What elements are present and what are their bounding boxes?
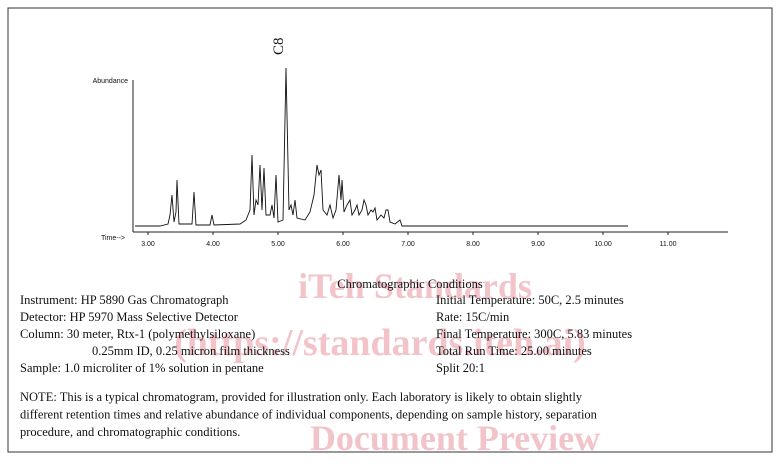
conditions-title: Chromatographic Conditions: [337, 277, 483, 291]
x-tick-label: 5.00: [271, 241, 285, 248]
condition-line: Rate: 15C/min: [436, 310, 510, 324]
peak-label: C8: [271, 37, 287, 55]
note-line: procedure, and chromatographic condition…: [20, 425, 240, 439]
x-tick-label: 3.00: [141, 241, 155, 248]
note-line: NOTE: This is a typical chromatogram, pr…: [20, 390, 583, 404]
trace: [135, 67, 628, 227]
watermark-line: Document Preview: [310, 418, 600, 458]
condition-line: Detector: HP 5970 Mass Selective Detecto…: [20, 310, 239, 324]
condition-line: Initial Temperature: 50C, 2.5 minutes: [436, 293, 624, 307]
x-tick-label: 6.00: [336, 241, 350, 248]
condition-line: Sample: 1.0 microliter of 1% solution in…: [20, 361, 264, 375]
x-tick-label: 8.00: [466, 241, 480, 248]
watermark-line: (https://standards.iteh.ai): [174, 322, 586, 364]
x-tick-label: 4.00: [206, 241, 220, 248]
condition-line: 0.25mm ID, 0.25 micron film thickness: [92, 344, 290, 358]
x-tick-label: 9.00: [531, 241, 545, 248]
watermark: iTeh Standards (https://standards.iteh.a…: [174, 266, 600, 458]
x-tick-label: 11.00: [660, 241, 677, 248]
x-tick-label: 10.00: [594, 241, 612, 248]
x-tick-label: 7.00: [401, 241, 415, 248]
y-axis-label: Abundance: [93, 78, 129, 85]
watermark-line: iTeh Standards: [298, 266, 532, 306]
x-axis-label: Time-->: [101, 235, 125, 242]
condition-line: Column: 30 meter, Rtx-1 (polymethylsilox…: [20, 327, 255, 341]
note-line: different retention times and relative a…: [20, 408, 598, 422]
chromatogram: Abundance Time--> C8: [93, 37, 728, 242]
condition-line: Total Run Time: 25.00 minutes: [436, 344, 592, 358]
border: [7, 7, 773, 453]
condition-line: Instrument: HP 5890 Gas Chromatograph: [20, 293, 229, 307]
condition-line: Final Temperature: 300C, 5.83 minutes: [436, 327, 632, 341]
condition-line: Split 20:1: [436, 361, 485, 375]
